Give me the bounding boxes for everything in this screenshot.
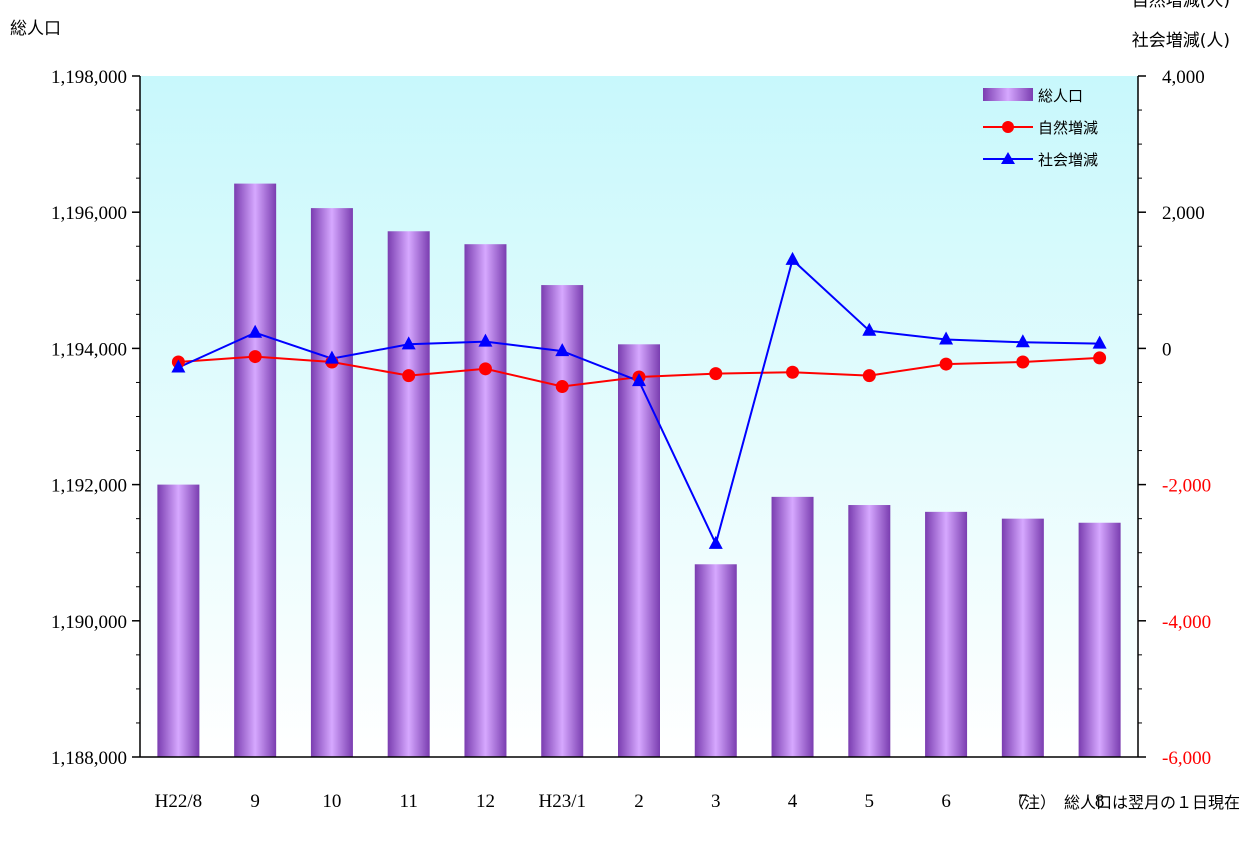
point-natural: [862, 369, 876, 383]
category-label: 10: [322, 791, 341, 812]
right-axis-title-social: 社会増減(人): [1132, 31, 1230, 51]
legend-label-natural: 自然増減: [1038, 119, 1098, 137]
point-social: [555, 343, 570, 357]
point-social: [1092, 335, 1107, 349]
left-axis-title: 総人口: [10, 19, 61, 39]
right-tick-label: 4,000: [1162, 67, 1205, 88]
category-labels: H22/8 9 10 11 12 H23/1 2 3 4 5 6 7 8: [155, 791, 1105, 812]
left-tick-label: 1,198,000: [51, 67, 127, 88]
left-tick-label: 1,188,000: [51, 748, 127, 769]
legend-marker-social: [1001, 152, 1015, 164]
legend: 総人口 自然増減 社会増減: [983, 87, 1098, 169]
bar-population: [464, 244, 507, 757]
category-label: 12: [476, 791, 495, 812]
right-tick-label: -6,000: [1162, 748, 1211, 769]
bar-population: [157, 484, 200, 757]
bar-population: [925, 511, 968, 757]
point-natural: [402, 369, 416, 383]
bar-population: [848, 505, 891, 757]
point-social: [171, 359, 186, 373]
bar-population: [541, 285, 584, 757]
bar-population: [1001, 518, 1044, 757]
category-label: 6: [941, 791, 951, 812]
left-tick-label: 1,196,000: [51, 203, 127, 224]
bar-population: [234, 183, 277, 757]
category-label: 2: [634, 791, 644, 812]
point-natural: [248, 350, 262, 364]
legend-swatch-population: [983, 88, 1033, 101]
point-social: [632, 373, 646, 387]
category-label: 9: [250, 791, 260, 812]
left-tick-label: 1,194,000: [51, 339, 127, 360]
point-natural: [939, 357, 953, 371]
point-social: [248, 324, 263, 338]
right-tick-label: -4,000: [1162, 612, 1211, 633]
point-social: [324, 350, 339, 364]
category-label: 5: [865, 791, 875, 812]
category-label: 11: [400, 791, 418, 812]
legend-label-population: 総人口: [1038, 87, 1083, 105]
bar-population: [618, 344, 660, 757]
category-label: 3: [711, 791, 721, 812]
legend-item-social: 社会増減: [983, 151, 1098, 169]
lines-layer: [171, 251, 1107, 549]
point-social: [785, 251, 800, 265]
right-axis-title-natural: 自然増減(人): [1132, 0, 1230, 11]
point-social: [401, 336, 416, 350]
category-label: H22/8: [155, 791, 203, 812]
bar-population: [310, 208, 353, 757]
point-natural: [555, 380, 569, 394]
legend-marker-natural: [1002, 121, 1014, 133]
point-social: [862, 322, 877, 336]
category-label: 7: [1018, 791, 1028, 812]
bar-population: [771, 496, 814, 757]
legend-item-population: 総人口: [983, 87, 1083, 105]
point-natural: [1093, 351, 1107, 365]
point-natural: [709, 367, 723, 381]
bar-population: [1078, 522, 1121, 757]
category-label: 4: [788, 791, 798, 812]
right-tick-label: 2,000: [1162, 203, 1205, 224]
point-natural: [786, 365, 800, 379]
left-axis-ticks: 1,188,000 1,190,000 1,192,000 1,194,000 1,19…: [51, 67, 140, 769]
point-social: [708, 535, 723, 549]
legend-item-natural: 自然増減: [983, 119, 1098, 137]
legend-label-social: 社会増減: [1038, 151, 1098, 169]
point-social: [939, 331, 954, 345]
point-natural: [478, 362, 492, 376]
bar-population: [387, 231, 430, 757]
point-natural: [1016, 355, 1030, 369]
point-social: [1015, 334, 1030, 348]
left-tick-label: 1,190,000: [51, 612, 127, 633]
footnote: （注） 総人口は翌月の１日現在: [1008, 793, 1240, 812]
bar-population: [694, 564, 737, 757]
right-axis-ticks: -6,000 -4,000 -2,000 0 2,000 4,000: [1138, 67, 1211, 769]
point-social: [478, 333, 493, 347]
category-label: H23/1: [538, 791, 586, 812]
left-tick-label: 1,192,000: [51, 476, 127, 497]
right-tick-label: 0: [1162, 339, 1172, 360]
bars-layer: [157, 183, 1121, 757]
category-label: 8: [1095, 791, 1105, 812]
right-tick-label: -2,000: [1162, 476, 1211, 497]
